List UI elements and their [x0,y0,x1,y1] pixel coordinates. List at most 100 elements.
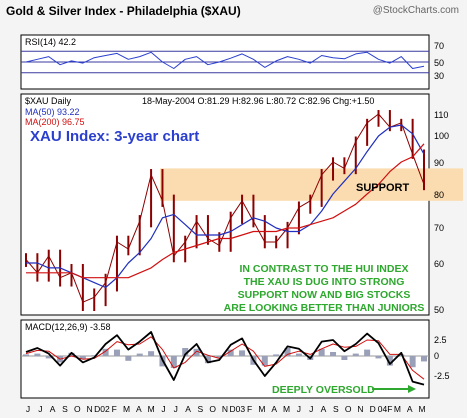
macd-histogram-bar [170,356,177,368]
price-tick-70: 70 [434,223,444,233]
macd-histogram-bar [79,356,86,360]
price-tick-100: 100 [434,131,449,141]
macd-line [25,331,425,386]
month-label: J [309,404,313,414]
price-tick-90: 90 [434,158,444,168]
month-label: A [407,404,413,414]
macd-histogram-bar [148,351,155,356]
watermark: @StockCharts.com [372,5,459,16]
macd-histogram-bar [421,356,427,362]
macd-histogram-bar [295,353,302,356]
macd-histogram-bar [227,349,234,356]
macd-histogram-bar [23,354,29,356]
month-label: S [198,404,204,414]
commentary-note: IN CONTRAST TO THE HUI INDEX THE XAU IS … [224,263,425,314]
macd-histogram-bar [318,348,325,356]
price-tick-110: 110 [434,110,448,120]
month-label: M [123,404,130,414]
month-label: A [50,404,56,414]
macd-histogram-bar [375,356,382,359]
macd-tick-neg-2-5: -2.5 [434,371,450,381]
month-label: M [258,404,265,414]
support-label: SUPPORT [356,182,409,194]
month-label: A [271,404,277,414]
page-title: Gold & Silver Index - Philadelphia ($XAU… [6,4,241,18]
month-label: J [38,404,42,414]
month-label: M [148,404,155,414]
macd-histogram-bar [193,348,200,356]
rsi-tick-70: 70 [434,41,444,51]
macd-histogram-bar [284,348,291,356]
macd-histogram-bar [182,348,189,356]
rsi-tick-50: 50 [434,58,444,68]
macd-histogram-bar [125,356,132,361]
macd-histogram-bar [386,356,393,366]
month-label: D03 [230,404,246,414]
price-tick-80: 80 [434,190,444,200]
note-line-4: ARE LOOKING BETTER THAN JUNIORS [224,302,425,314]
month-label: J [174,404,178,414]
macd-histogram-bar [68,352,75,356]
month-label: A [185,404,191,414]
macd-histogram-bar [113,349,120,356]
month-label: S [333,404,339,414]
note-line-3: SUPPORT NOW AND BIG STOCKS [238,289,411,301]
macd-histogram-bar [261,356,268,366]
macd-tick-0: 0 [434,351,439,361]
macd-histogram-bar [216,356,223,358]
note-line-2: THE XAU IS DUG INTO STRONG [244,276,405,288]
macd-histogram-bar [330,352,337,356]
macd-histogram-bar [273,354,280,356]
price-quote: 18-May-2004 O:81.29 H:82.96 L:80.72 C:82… [142,96,374,106]
month-label: D02 [94,404,110,414]
price-tick-60: 60 [434,259,444,269]
macd-tick-2-5: 2.5 [434,335,447,345]
price-line [25,113,425,303]
macd-histogram-bar [91,355,98,356]
macd-histogram-bar [409,356,416,368]
month-label: A [321,404,327,414]
price-tick-50: 50 [434,305,444,315]
month-label: 04F [378,404,393,414]
chart-headline: XAU Index: 3-year chart [30,128,199,145]
x-axis-month-labels: J J A S O N D02 F M A M J J A S O N D03 F M A M J J A S O N D 04F M A M [26,404,426,414]
oversold-annotation: DEEPLY OVERSOLD [272,384,375,396]
rsi-tick-30: 30 [434,71,444,81]
month-label: A [136,404,142,414]
macd-label: MACD(12,26,9) -3.58 [25,322,111,332]
macd-histogram-bar [102,348,109,356]
support-band [160,168,463,201]
macd-histogram-bar [204,356,211,364]
month-label: O [209,404,216,414]
month-label: M [283,404,290,414]
macd-histogram-bar [136,353,143,356]
macd-histogram-bar [352,353,359,356]
rsi-label: RSI(14) 42.2 [25,37,76,47]
note-line-1: IN CONTRAST TO THE HUI INDEX [240,263,409,275]
macd-histogram-bar [364,349,371,356]
month-label: N [86,404,92,414]
oversold-arrow [372,385,416,393]
month-label: D [370,404,376,414]
month-label: O [345,404,352,414]
month-label: J [26,404,30,414]
macd-histogram-bar [341,356,348,360]
macd-histogram-bar [45,356,52,359]
ma50-line [26,124,425,289]
month-label: O [74,404,81,414]
month-label: N [357,404,363,414]
macd-histogram-bar [239,350,246,356]
ma200-line [26,143,425,279]
month-label: N [222,404,228,414]
rsi-line [25,51,425,69]
price-symbol-label: $XAU Daily [25,96,72,106]
month-label: M [418,404,425,414]
month-label: F [247,404,252,414]
ma50-legend: MA(50) 93.22 [25,107,80,117]
macd-histogram-bar [34,353,41,356]
month-label: F [112,404,117,414]
month-label: J [161,404,165,414]
ma200-legend: MA(200) 96.75 [25,117,85,127]
